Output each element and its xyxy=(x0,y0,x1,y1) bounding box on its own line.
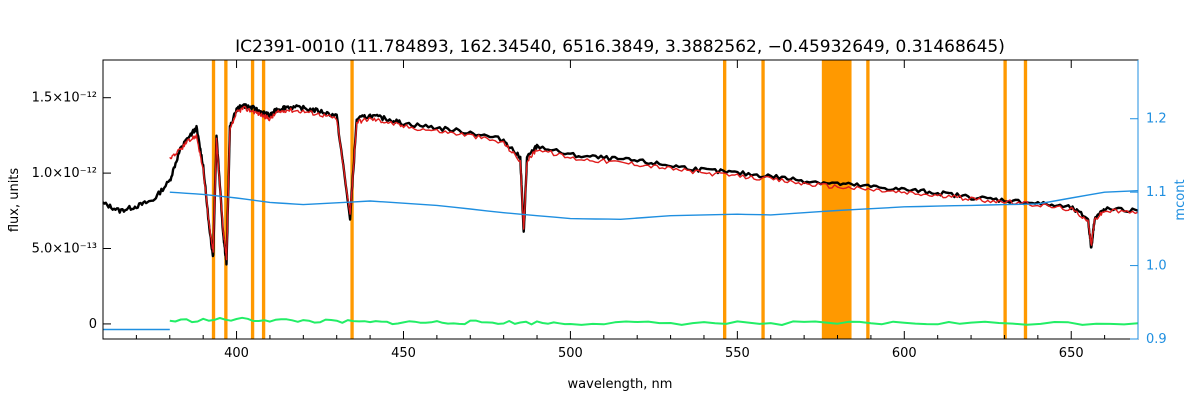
x-tick-label-2: 500 xyxy=(558,346,583,361)
masked-regions xyxy=(211,60,1028,339)
masked-region-0 xyxy=(211,60,216,339)
series-0 xyxy=(102,103,1139,266)
y-tick-label-3: 1.5×10⁻¹² xyxy=(32,91,97,106)
x-tick-label-4: 600 xyxy=(892,346,917,361)
x-tick-label-0: 400 xyxy=(224,346,249,361)
y2-tick-label-0: 0.9 xyxy=(1146,332,1167,347)
chart-title: IC2391-0010 (11.784893, 162.34540, 6516.… xyxy=(235,37,1005,57)
masked-region-9 xyxy=(1003,60,1007,339)
x-axis-ticks: 400 450 500 550 600 650 xyxy=(135,60,1139,361)
y-tick-label-0: 0 xyxy=(89,317,97,332)
y2-axis-ticks: 0.9 1.0 1.1 1.2 xyxy=(1130,112,1167,347)
y-axis-ticks: 0 5.0×10⁻¹³ 1.0×10⁻¹² 1.5×10⁻¹² xyxy=(32,91,111,332)
series-1 xyxy=(169,105,1139,261)
plot-area xyxy=(102,103,1139,331)
plot-frame xyxy=(102,59,1139,340)
y-tick-label-1: 5.0×10⁻¹³ xyxy=(32,242,97,257)
y2-tick-label-1: 1.0 xyxy=(1146,259,1167,274)
masked-region-3 xyxy=(261,60,266,339)
masked-region-5 xyxy=(722,60,727,339)
masked-region-6 xyxy=(761,60,765,339)
masked-region-10 xyxy=(1023,60,1028,339)
x-tick-label-1: 450 xyxy=(391,346,416,361)
y2-axis-label: mcont xyxy=(1173,179,1188,220)
x-axis-label: wavelength, nm xyxy=(568,377,673,392)
y2-tick-label-3: 1.2 xyxy=(1146,112,1167,127)
series-2 xyxy=(169,190,1139,220)
masked-region-1 xyxy=(224,60,228,339)
y-tick-label-2: 1.0×10⁻¹² xyxy=(32,166,97,181)
y2-tick-label-2: 1.1 xyxy=(1146,185,1167,200)
x-tick-label-5: 650 xyxy=(1059,346,1084,361)
x-tick-label-3: 550 xyxy=(725,346,750,361)
masked-region-8 xyxy=(866,60,870,339)
y-axis-label: flux, units xyxy=(7,168,22,233)
masked-region-7 xyxy=(821,60,852,339)
series-4 xyxy=(169,316,1139,326)
